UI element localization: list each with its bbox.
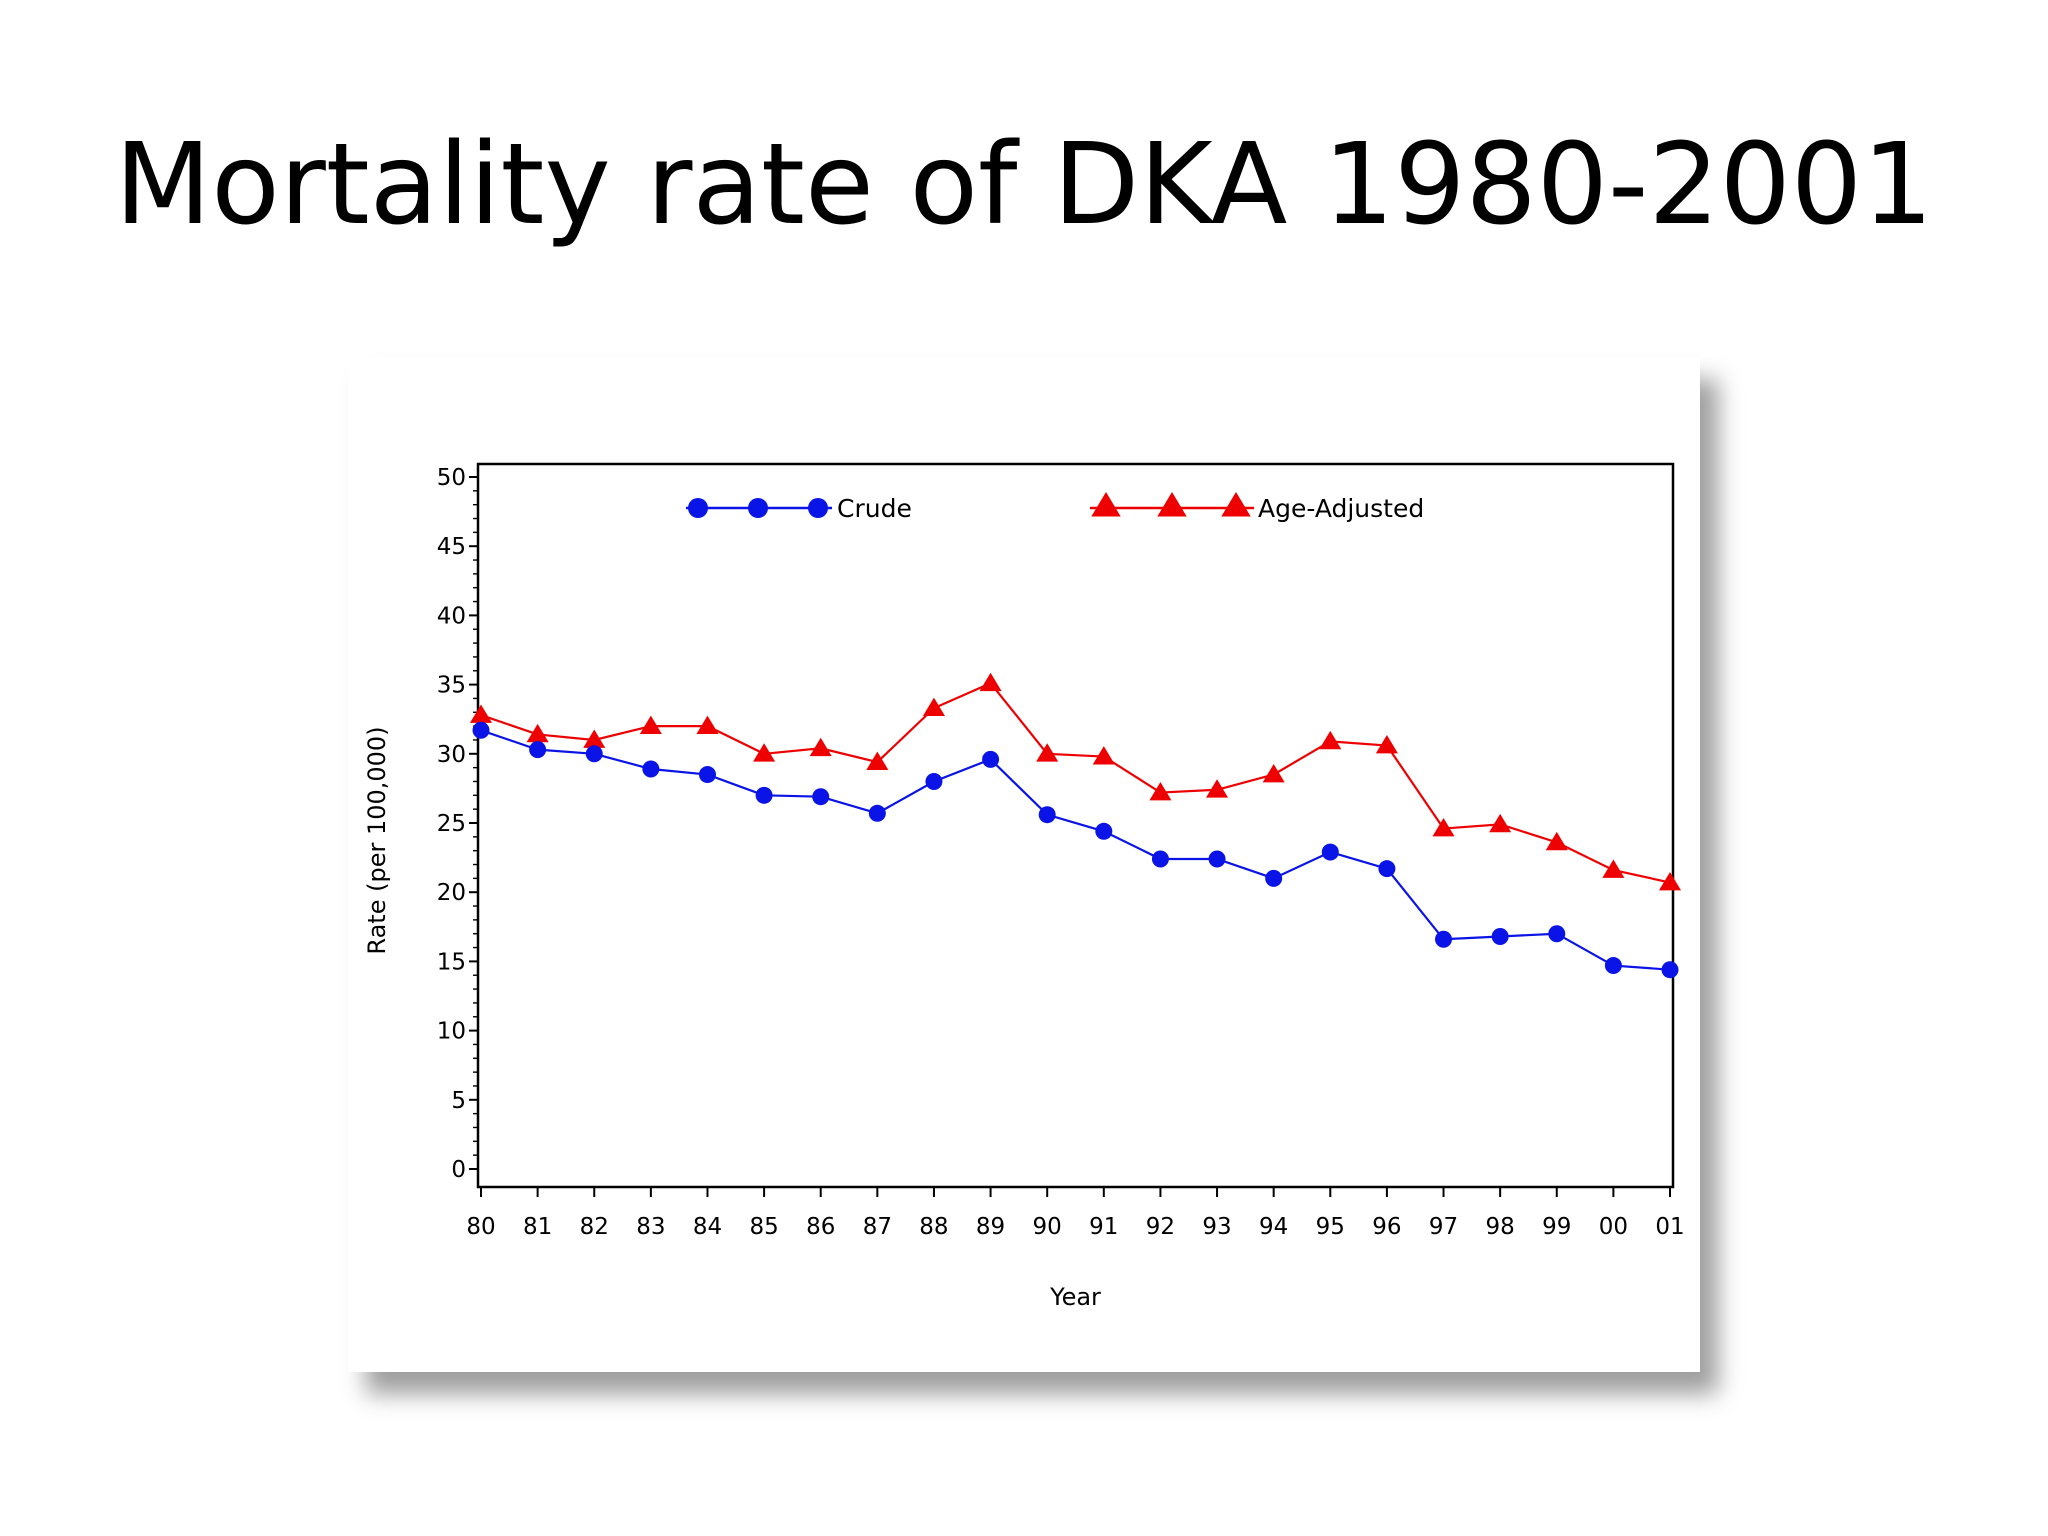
data-point-crude (868, 804, 886, 822)
y-tick-label: 40 (437, 603, 466, 629)
x-tick-label: 81 (523, 1214, 552, 1240)
legend-marker-crude (688, 498, 708, 518)
data-point-crude (585, 745, 603, 763)
data-point-crude (925, 772, 943, 790)
data-point-crude (982, 750, 1000, 768)
y-tick-label: 35 (437, 673, 466, 699)
x-tick-label: 95 (1316, 1214, 1345, 1240)
x-tick-label: 80 (466, 1214, 495, 1240)
data-point-crude (472, 721, 490, 739)
chart-frame: 0 5 10 15 20 25 30 35 40 45 50 80 81 82 83 84 85 86 87 88 8… (348, 357, 1700, 1372)
data-point-age-adjusted (866, 751, 889, 770)
legend-marker-age-adjusted (1157, 492, 1187, 517)
data-point-crude (1548, 925, 1566, 943)
x-tick-label: 94 (1259, 1214, 1288, 1240)
legend-marker-age-adjusted (1221, 492, 1251, 517)
data-point-age-adjusted (1149, 782, 1172, 801)
x-tick-label: 98 (1486, 1214, 1515, 1240)
data-point-age-adjusted (979, 672, 1002, 692)
data-point-crude (755, 786, 773, 804)
data-point-crude (1435, 930, 1453, 948)
x-tick-label: 91 (1089, 1214, 1118, 1240)
data-point-age-adjusted (1602, 859, 1625, 878)
data-point-crude (1491, 927, 1509, 945)
series-line-crude (480, 729, 1671, 971)
x-tick-label: 85 (749, 1214, 778, 1240)
data-point-age-adjusted (1375, 734, 1398, 754)
legend-label-crude: Crude (837, 494, 912, 523)
x-tick-label: 87 (863, 1214, 892, 1240)
data-point-crude (529, 741, 547, 759)
data-point-crude (812, 788, 830, 806)
data-point-age-adjusted (1489, 813, 1512, 833)
data-point-age-adjusted (1206, 779, 1229, 798)
data-point-crude (1604, 957, 1622, 975)
x-tick-label: 97 (1429, 1214, 1458, 1240)
y-tick-label: 50 (437, 465, 466, 491)
legend-marker-crude (748, 498, 768, 518)
x-tick-label: 90 (1033, 1214, 1062, 1240)
slide-title: Mortality rate of DKA 1980-2001 (114, 120, 1934, 250)
data-point-age-adjusted (922, 697, 945, 717)
data-point-age-adjusted (1262, 764, 1285, 783)
data-point-crude (698, 766, 716, 784)
y-tick-label: 10 (437, 1019, 466, 1045)
x-tick-label: 93 (1202, 1214, 1231, 1240)
data-point-crude (642, 760, 660, 778)
data-point-crude (1038, 806, 1056, 824)
data-point-crude (1095, 822, 1113, 840)
x-tick-label: 99 (1542, 1214, 1571, 1240)
data-point-crude (1265, 869, 1283, 887)
data-point-age-adjusted (1432, 818, 1455, 837)
x-tick-label: 88 (919, 1214, 948, 1240)
x-tick-label: 92 (1146, 1214, 1175, 1240)
data-point-age-adjusted (639, 715, 662, 734)
x-tick-label: 00 (1599, 1214, 1628, 1240)
x-tick-label: 86 (806, 1214, 835, 1240)
x-tick-label: 89 (976, 1214, 1005, 1240)
data-point-crude (1321, 843, 1339, 861)
data-point-age-adjusted (1319, 730, 1342, 750)
data-point-age-adjusted (1658, 872, 1682, 891)
data-point-crude (1151, 850, 1169, 868)
x-tick-label: 82 (580, 1214, 609, 1240)
data-point-age-adjusted (1545, 831, 1568, 851)
x-tick-label: 01 (1655, 1214, 1684, 1240)
data-point-age-adjusted (809, 737, 832, 757)
series-line-age-adjusted (480, 681, 1671, 884)
y-tick-label: 5 (451, 1088, 466, 1114)
data-point-age-adjusted (1036, 743, 1059, 762)
data-point-crude (1208, 850, 1226, 868)
y-tick-label: 20 (437, 880, 466, 906)
data-point-age-adjusted (696, 715, 719, 734)
x-tick-label: 83 (636, 1214, 665, 1240)
data-point-age-adjusted (469, 704, 493, 723)
legend-label-age-adjusted: Age-Adjusted (1258, 494, 1424, 523)
y-tick-label: 45 (437, 534, 466, 560)
y-tick-label: 25 (437, 811, 466, 837)
x-tick-label: 84 (693, 1214, 722, 1240)
legend-marker-crude (808, 498, 828, 518)
line-chart: 0 5 10 15 20 25 30 35 40 45 50 80 81 82 83 84 85 86 87 88 8… (363, 462, 1685, 1311)
data-point-crude (1661, 961, 1679, 979)
data-point-age-adjusted (583, 729, 606, 748)
y-tick-label: 0 (451, 1157, 466, 1183)
data-point-crude (1378, 860, 1396, 878)
data-point-age-adjusted (1092, 746, 1115, 765)
x-tick-label: 96 (1372, 1214, 1401, 1240)
y-tick-label: 15 (437, 949, 466, 975)
y-tick-label: 30 (437, 742, 466, 768)
legend-marker-age-adjusted (1091, 492, 1121, 517)
y-axis-title: Rate (per 100,000) (363, 726, 391, 954)
x-axis-title: Year (1049, 1283, 1101, 1311)
data-point-age-adjusted (753, 743, 776, 762)
data-point-age-adjusted (526, 723, 549, 743)
